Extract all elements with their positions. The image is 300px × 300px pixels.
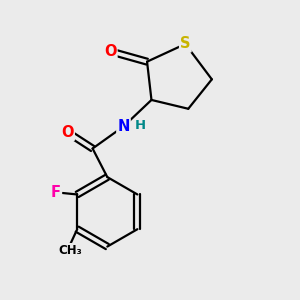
Text: H: H — [135, 119, 146, 132]
Text: N: N — [117, 119, 130, 134]
Text: CH₃: CH₃ — [58, 244, 82, 257]
Text: O: O — [61, 125, 74, 140]
Text: O: O — [104, 44, 116, 59]
Text: F: F — [51, 185, 61, 200]
Text: S: S — [180, 37, 190, 52]
